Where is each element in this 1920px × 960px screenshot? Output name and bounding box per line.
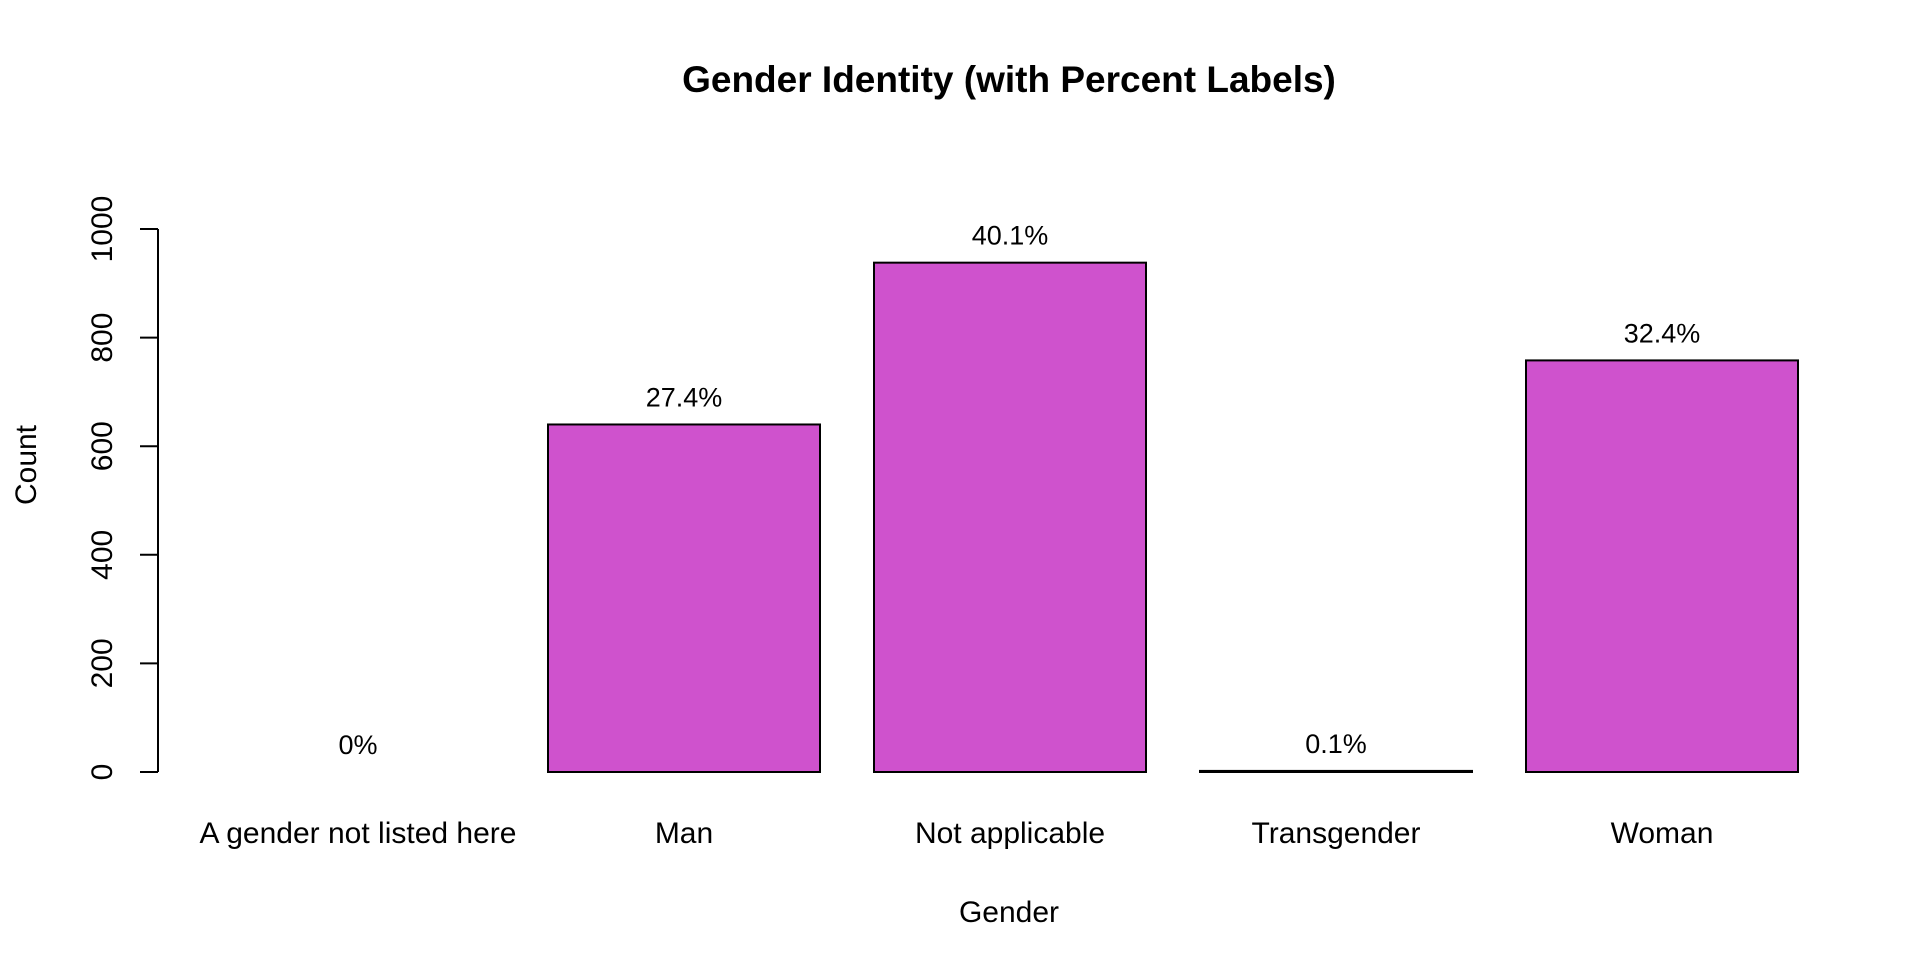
- percent-label: 0%: [338, 730, 377, 760]
- bar: [1525, 359, 1799, 773]
- category-label: Not applicable: [915, 817, 1105, 850]
- y-tick-label: 800: [86, 313, 119, 363]
- y-tick-label: 1000: [86, 196, 119, 263]
- y-tick-label: 600: [86, 421, 119, 471]
- bar: [547, 423, 821, 773]
- bars-group: [547, 261, 1799, 774]
- bar: [873, 261, 1147, 773]
- category-label: A gender not listed here: [200, 817, 517, 850]
- y-axis: 0 200 400 600 800 1000: [86, 196, 159, 781]
- y-tick-label: 200: [86, 638, 119, 688]
- chart-title: Gender Identity (with Percent Labels): [682, 59, 1336, 100]
- bar: [1199, 769, 1473, 774]
- y-tick-label: 400: [86, 530, 119, 580]
- y-tick-label: 0: [86, 764, 119, 781]
- category-label: Woman: [1611, 817, 1714, 850]
- data-labels-group: 0% 27.4% 40.1% 0.1% 32.4%: [338, 221, 1700, 760]
- x-axis-label: Gender: [959, 896, 1059, 929]
- category-label: Transgender: [1252, 817, 1421, 850]
- percent-label: 0.1%: [1305, 729, 1367, 759]
- percent-label: 32.4%: [1624, 318, 1701, 348]
- category-label: Man: [655, 817, 713, 850]
- category-labels-group: A gender not listed here Man Not applicabl…: [200, 817, 1714, 850]
- percent-label: 40.1%: [972, 221, 1049, 251]
- percent-label: 27.4%: [646, 382, 723, 412]
- y-axis-label: Count: [10, 424, 43, 505]
